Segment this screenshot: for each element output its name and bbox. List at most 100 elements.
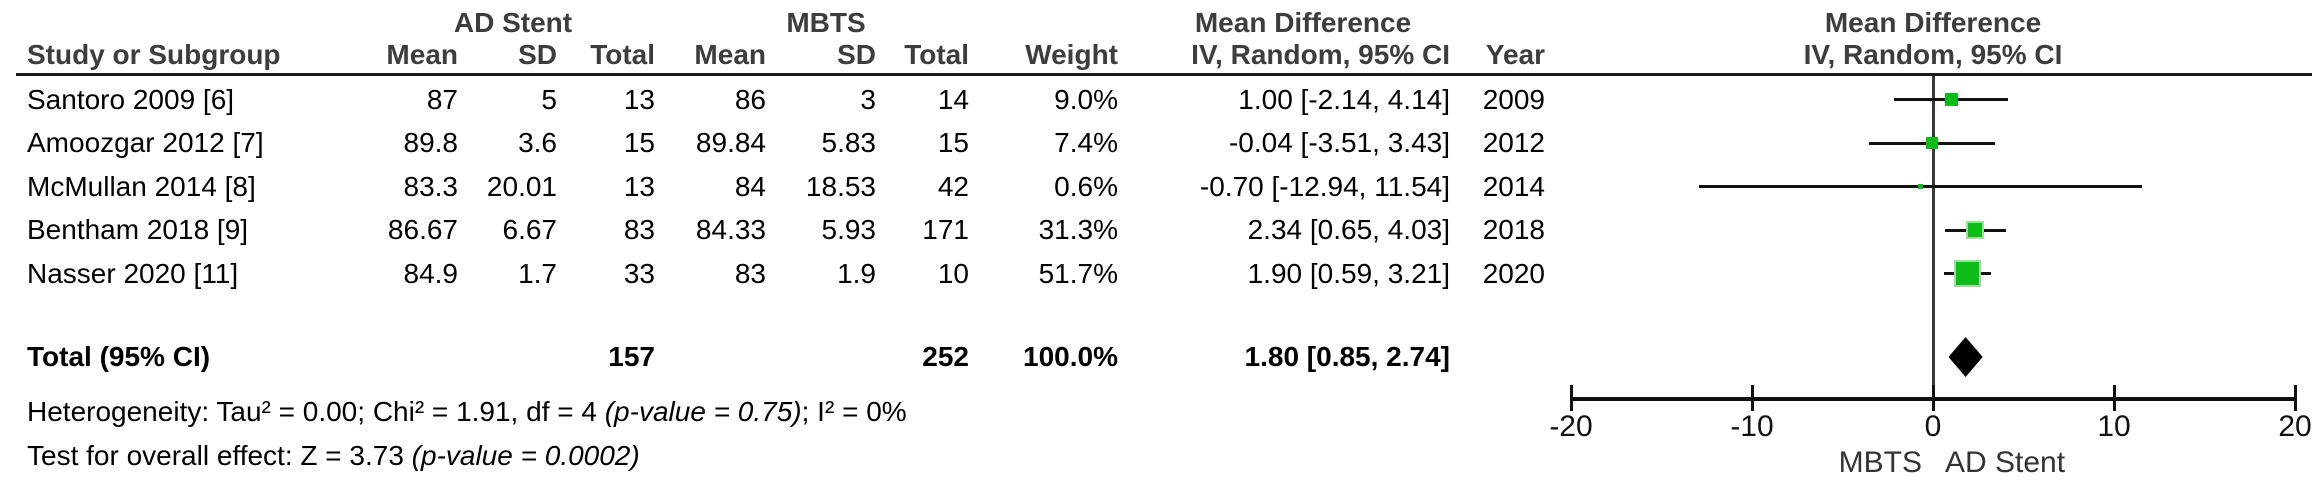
cell-mean-mbts: 86 xyxy=(734,83,766,115)
cell-sd-ad: 1.7 xyxy=(518,257,557,289)
col-header-study: Study or Subgroup xyxy=(27,39,281,70)
overall-diamond xyxy=(1948,337,1983,377)
col-header-mean-1: Mean xyxy=(386,39,458,70)
cell-weight: 9.0% xyxy=(1054,83,1118,115)
total-n-ad: 157 xyxy=(608,341,655,372)
heterogeneity-line: Heterogeneity: Tau² = 0.00; Chi² = 1.91,… xyxy=(27,396,907,428)
effect-marker xyxy=(1966,221,1985,240)
cell-sd-mbts: 5.83 xyxy=(821,127,877,159)
cell-year: 2018 xyxy=(1482,214,1545,246)
axis-tick xyxy=(1931,385,1935,411)
col-header-mean-2: Mean xyxy=(694,39,766,70)
cell-ci: 1.00 [-2.14, 4.14] xyxy=(1238,83,1450,115)
plot-subheader-iv-random: IV, Random, 95% CI xyxy=(1803,39,2063,70)
axis-tick-label: -20 xyxy=(1549,410,1593,443)
study-label: Bentham 2018 [9] xyxy=(27,214,249,246)
group-header-mbts: MBTS xyxy=(786,7,866,38)
col-header-total-2: Total xyxy=(904,39,969,70)
cell-weight: 51.7% xyxy=(1038,257,1118,289)
total-label: Total (95% CI) xyxy=(27,341,211,372)
overall-effect-pvalue: (p-value = 0.0002) xyxy=(411,440,640,471)
cell-ci: 1.90 [0.59, 3.21] xyxy=(1247,257,1450,289)
cell-year: 2014 xyxy=(1482,170,1545,202)
axis-tick xyxy=(1569,385,1573,411)
cell-ci: -0.04 [-3.51, 3.43] xyxy=(1228,127,1450,159)
cell-sd-ad: 5 xyxy=(541,83,557,115)
study-row: Santoro 2009 [6] 87 5 13 86 3 14 9.0% 1.… xyxy=(0,78,1545,122)
heterogeneity-text: Heterogeneity: Tau² = 0.00; Chi² = 1.91,… xyxy=(27,396,605,427)
column-header-row: Study or Subgroup Mean SD Total Mean SD … xyxy=(0,38,1545,72)
cell-total-ad: 13 xyxy=(623,170,655,202)
cell-total-ad: 33 xyxy=(623,257,655,289)
axis-tick xyxy=(1750,385,1754,411)
total-n-mbts: 252 xyxy=(922,341,969,372)
cell-total-mbts: 15 xyxy=(937,127,969,159)
cell-sd-mbts: 1.9 xyxy=(837,257,876,289)
study-row: Bentham 2018 [9] 86.67 6.67 83 84.33 5.9… xyxy=(0,209,1545,253)
total-row: Total (95% CI) 157 252 100.0% 1.80 [0.85… xyxy=(0,336,1545,378)
total-ci: 1.80 [0.85, 2.74] xyxy=(1244,341,1450,372)
cell-total-ad: 83 xyxy=(623,214,655,246)
cell-year: 2012 xyxy=(1482,127,1545,159)
axis-tick-label: 10 xyxy=(2097,410,2131,443)
total-weight: 100.0% xyxy=(1023,341,1118,372)
cell-sd-ad: 6.67 xyxy=(502,214,558,246)
cell-mean-ad: 89.8 xyxy=(403,127,459,159)
table-header-mean-difference: Mean Difference xyxy=(1194,7,1412,38)
cell-total-mbts: 10 xyxy=(937,257,969,289)
cell-mean-ad: 84.9 xyxy=(403,257,459,289)
cell-mean-ad: 86.67 xyxy=(387,214,458,246)
col-header-total-1: Total xyxy=(590,39,655,70)
cell-weight: 31.3% xyxy=(1038,214,1118,246)
cell-mean-ad: 87 xyxy=(426,83,458,115)
axis-label-ad-stent: AD Stent xyxy=(1945,446,2066,479)
overall-effect-text: Test for overall effect: Z = 3.73 xyxy=(27,440,412,471)
col-header-sd-1: SD xyxy=(518,39,557,70)
cell-mean-ad: 83.3 xyxy=(403,170,459,202)
heterogeneity-pvalue: (p-value = 0.75) xyxy=(604,396,802,427)
study-row: Nasser 2020 [11] 84.9 1.7 33 83 1.9 10 5… xyxy=(0,252,1545,296)
cell-year: 2020 xyxy=(1482,257,1545,289)
cell-mean-mbts: 89.84 xyxy=(695,127,766,159)
zero-effect-line xyxy=(1931,76,1935,402)
study-label: Nasser 2020 [11] xyxy=(27,257,239,289)
cell-mean-mbts: 84 xyxy=(734,170,766,202)
col-header-weight: Weight xyxy=(1025,39,1118,70)
col-header-ci: IV, Random, 95% CI xyxy=(1191,39,1450,70)
cell-weight: 7.4% xyxy=(1054,127,1118,159)
study-row: Amoozgar 2012 [7] 89.8 3.6 15 89.84 5.83… xyxy=(0,122,1545,166)
header-divider xyxy=(16,73,2312,76)
cell-total-ad: 13 xyxy=(623,83,655,115)
effect-marker xyxy=(1926,137,1939,150)
axis-tick-label: -10 xyxy=(1730,410,1774,443)
effect-marker xyxy=(1953,260,1981,288)
overall-effect-line: Test for overall effect: Z = 3.73 (p-val… xyxy=(27,440,640,472)
axis-label-mbts: MBTS xyxy=(1838,446,1922,479)
col-header-sd-2: SD xyxy=(837,39,876,70)
study-row: McMullan 2014 [8] 83.3 20.01 13 84 18.53… xyxy=(0,165,1545,209)
cell-sd-mbts: 3 xyxy=(860,83,876,115)
cell-total-mbts: 14 xyxy=(937,83,969,115)
axis-tick xyxy=(2112,385,2116,411)
cell-mean-mbts: 83 xyxy=(734,257,766,289)
axis-tick-label: 0 xyxy=(1924,410,1942,443)
effect-marker xyxy=(1944,93,1958,107)
cell-total-mbts: 171 xyxy=(922,214,969,246)
axis-tick xyxy=(2293,385,2297,411)
cell-total-ad: 15 xyxy=(623,127,655,159)
cell-sd-mbts: 18.53 xyxy=(805,170,876,202)
effect-marker xyxy=(1917,184,1923,190)
cell-total-mbts: 42 xyxy=(937,170,969,202)
study-label: McMullan 2014 [8] xyxy=(27,170,256,202)
study-rows: Santoro 2009 [6] 87 5 13 86 3 14 9.0% 1.… xyxy=(0,78,1545,296)
cell-sd-ad: 20.01 xyxy=(486,170,557,202)
cell-year: 2009 xyxy=(1482,83,1545,115)
plot-header-mean-difference: Mean Difference xyxy=(1824,7,2042,38)
cell-sd-ad: 3.6 xyxy=(518,127,557,159)
cell-ci: 2.34 [0.65, 4.03] xyxy=(1247,214,1450,246)
cell-ci: -0.70 [-12.94, 11.54] xyxy=(1199,170,1450,202)
cell-mean-mbts: 84.33 xyxy=(695,214,766,246)
heterogeneity-i2: ; I² = 0% xyxy=(801,396,907,427)
cell-sd-mbts: 5.93 xyxy=(821,214,877,246)
